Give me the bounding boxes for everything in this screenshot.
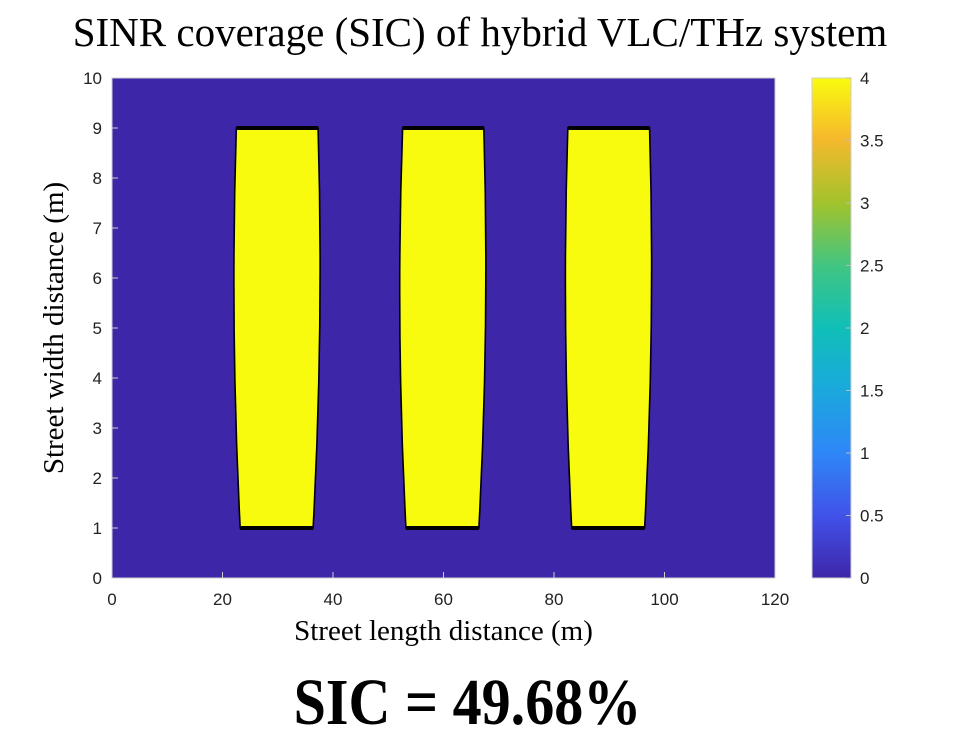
colorbar-tick-label: 0.5 xyxy=(860,507,884,526)
colorbar-tick-label: 3.5 xyxy=(860,132,884,151)
x-axis-ticks: 0 20 40 60 80 100 120 xyxy=(107,572,789,609)
x-tick-label: 120 xyxy=(761,590,789,609)
x-axis-label: Street length distance (m) xyxy=(294,615,593,647)
coverage-regions xyxy=(233,126,653,530)
x-tick-label: 80 xyxy=(545,590,564,609)
colorbar: 0 0.5 1 1.5 2 2.5 3 3.5 4 xyxy=(811,69,884,588)
colorbar-tick-label: 3 xyxy=(860,194,869,213)
sic-result-label: SIC = 49.68% xyxy=(293,666,642,739)
y-tick-label: 7 xyxy=(93,219,102,238)
y-tick-label: 0 xyxy=(93,569,102,588)
colorbar-tick-label: 2.5 xyxy=(860,257,884,276)
plot-area xyxy=(111,77,776,579)
y-tick-label: 10 xyxy=(83,69,102,88)
colorbar-tick-label: 0 xyxy=(860,569,869,588)
colorbar-tick-label: 1.5 xyxy=(860,382,884,401)
colorbar-tick-label: 1 xyxy=(860,444,869,463)
colorbar-tick-label: 4 xyxy=(860,69,869,88)
colorbar-ticks: 0 0.5 1 1.5 2 2.5 3 3.5 4 xyxy=(846,69,884,588)
y-axis-label: Street width distance (m) xyxy=(38,182,70,474)
coverage-region-3 xyxy=(564,127,653,529)
x-tick-label: 60 xyxy=(434,590,453,609)
y-tick-label: 4 xyxy=(93,369,102,388)
y-tick-label: 2 xyxy=(93,469,102,488)
x-tick-label: 0 xyxy=(107,590,116,609)
chart-title: SINR coverage (SIC) of hybrid VLC/THz sy… xyxy=(72,9,888,55)
coverage-region-1 xyxy=(233,127,321,529)
y-axis-ticks: 0 1 2 3 4 5 6 7 8 9 10 xyxy=(83,69,118,588)
colorbar-gradient xyxy=(811,77,852,579)
x-tick-label: 40 xyxy=(324,590,343,609)
y-tick-label: 6 xyxy=(93,269,102,288)
colorbar-tick-label: 2 xyxy=(860,319,869,338)
x-tick-label: 100 xyxy=(650,590,678,609)
y-tick-label: 8 xyxy=(93,169,102,188)
y-tick-label: 5 xyxy=(93,319,102,338)
x-tick-label: 20 xyxy=(213,590,232,609)
y-tick-label: 3 xyxy=(93,419,102,438)
coverage-region-2 xyxy=(398,127,487,529)
y-tick-label: 1 xyxy=(93,519,102,538)
y-tick-label: 9 xyxy=(93,119,102,138)
